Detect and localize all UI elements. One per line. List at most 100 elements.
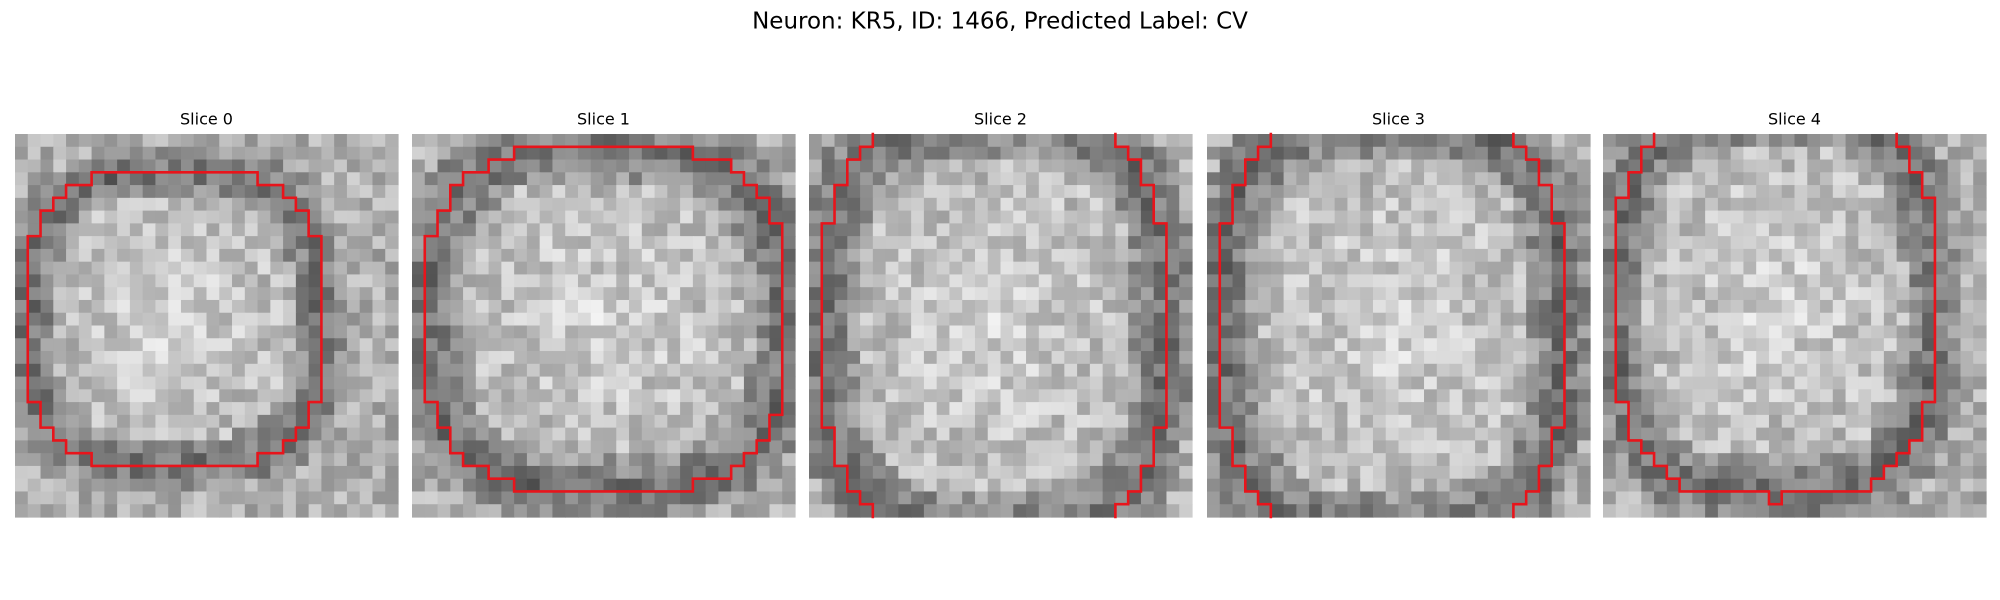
image-pixel — [1577, 363, 1591, 378]
image-pixel — [501, 427, 515, 441]
image-pixel — [1296, 185, 1310, 199]
image-pixel — [295, 185, 310, 199]
image-pixel — [1077, 427, 1091, 441]
image-pixel — [1321, 389, 1336, 403]
image-pixel — [1577, 172, 1591, 186]
image-pixel — [1013, 236, 1027, 250]
image-pixel — [885, 351, 899, 365]
image-pixel — [53, 376, 67, 390]
image-pixel — [1166, 236, 1180, 250]
image-pixel — [1564, 351, 1578, 365]
image-pixel — [1334, 236, 1349, 250]
image-pixel — [1960, 172, 1974, 186]
image-pixel — [680, 363, 694, 378]
image-pixel — [552, 465, 566, 480]
image-pixel — [1845, 504, 1859, 518]
image-pixel — [104, 351, 118, 365]
image-pixel — [1628, 402, 1642, 416]
image-pixel — [1820, 325, 1834, 339]
image-pixel — [590, 478, 605, 493]
image-pixel — [756, 504, 771, 518]
image-pixel — [1385, 376, 1400, 390]
image-pixel — [1756, 274, 1770, 288]
image-pixel — [372, 287, 386, 301]
image-pixel — [1730, 159, 1745, 173]
image-pixel — [1730, 465, 1745, 480]
image-pixel — [590, 223, 605, 237]
image-pixel — [1232, 465, 1246, 480]
image-pixel — [372, 414, 386, 429]
image-pixel — [616, 440, 630, 454]
image-pixel — [1768, 312, 1783, 327]
image-pixel — [962, 236, 976, 250]
image-pixel — [1140, 299, 1155, 314]
image-pixel — [193, 478, 208, 493]
image-pixel — [450, 376, 464, 390]
image-pixel — [860, 197, 874, 212]
image-pixel — [962, 210, 976, 224]
image-pixel — [1258, 172, 1272, 186]
image-pixel — [270, 478, 284, 493]
image-pixel — [1334, 134, 1349, 148]
image-pixel — [949, 312, 963, 327]
image-pixel — [1128, 134, 1142, 148]
image-pixel — [898, 312, 912, 327]
image-pixel — [180, 172, 195, 186]
image-pixel — [1153, 312, 1168, 327]
image-pixel — [1603, 146, 1617, 161]
image-pixel — [359, 197, 374, 212]
image-pixel — [501, 159, 515, 173]
image-pixel — [1577, 134, 1591, 148]
image-pixel — [1462, 351, 1476, 365]
image-pixel — [974, 351, 989, 365]
image-pixel — [1102, 261, 1116, 276]
image-pixel — [603, 389, 617, 403]
image-pixel — [1832, 440, 1847, 454]
image-pixel — [1641, 338, 1655, 352]
image-pixel — [1128, 159, 1142, 173]
image-pixel — [1347, 427, 1361, 441]
image-pixel — [860, 414, 874, 429]
image-pixel — [1038, 197, 1053, 212]
image-pixel — [1219, 274, 1234, 288]
image-pixel — [731, 197, 745, 212]
image-pixel — [692, 338, 707, 352]
image-pixel — [15, 351, 29, 365]
image-pixel — [27, 389, 42, 403]
image-pixel — [1564, 172, 1578, 186]
image-pixel — [1245, 325, 1259, 339]
image-pixel — [1411, 402, 1425, 416]
image-pixel — [1730, 223, 1745, 237]
image-pixel — [1038, 504, 1053, 518]
image-pixel — [1679, 376, 1693, 390]
image-pixel — [129, 287, 144, 301]
image-pixel — [705, 146, 719, 161]
image-pixel — [1296, 376, 1310, 390]
image-pixel — [1768, 210, 1783, 224]
image-pixel — [1577, 210, 1591, 224]
image-pixel — [705, 402, 719, 416]
image-pixel — [1153, 210, 1168, 224]
image-pixel — [488, 402, 502, 416]
image-pixel — [641, 389, 656, 403]
image-pixel — [641, 159, 656, 173]
image-pixel — [295, 261, 310, 276]
image-pixel — [1692, 363, 1706, 378]
image-pixel — [1475, 325, 1489, 339]
image-pixel — [718, 338, 732, 352]
image-pixel — [129, 312, 144, 327]
image-pixel — [1089, 159, 1104, 173]
image-pixel — [1743, 325, 1757, 339]
image-pixel — [1077, 491, 1091, 505]
image-pixel — [1321, 504, 1336, 518]
image-pixel — [1692, 351, 1706, 365]
image-pixel — [1743, 312, 1757, 327]
image-pixel — [142, 261, 157, 276]
image-pixel — [104, 363, 118, 378]
image-pixel — [412, 389, 426, 403]
image-pixel — [1538, 134, 1553, 148]
image-pixel — [104, 210, 118, 224]
image-pixel — [501, 146, 515, 161]
image-pixel — [743, 261, 758, 276]
image-pixel — [155, 453, 169, 467]
